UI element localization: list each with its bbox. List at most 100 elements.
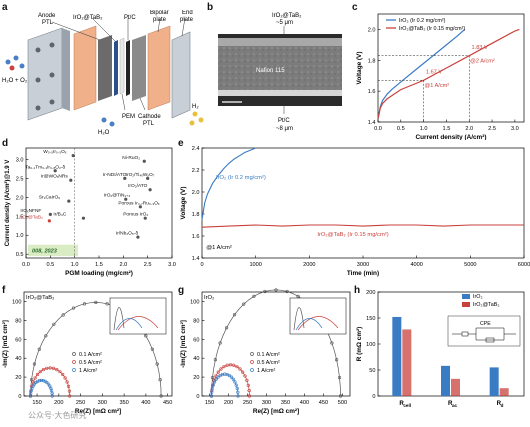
circuit-warburg (485, 337, 495, 343)
x-tick-label: 5000 (464, 262, 476, 268)
data-point-5 (69, 178, 73, 182)
bar-2-0 (489, 367, 499, 396)
inset-frame (109, 297, 167, 335)
category-label-2: R (497, 400, 502, 407)
category-label-1: R (448, 400, 453, 407)
data-point (39, 378, 44, 382)
data-point (65, 380, 69, 384)
x-tick-label: 350 (119, 400, 128, 406)
data-point (224, 326, 229, 330)
x-tick-label: 250 (76, 400, 85, 406)
fit-curve-1 (30, 367, 71, 397)
data-point-4 (123, 176, 127, 180)
inset-curve-2 (115, 318, 143, 331)
x-tick-label: 2.5 (144, 262, 152, 268)
data-point (37, 379, 42, 383)
data-point (50, 394, 54, 398)
data-point (94, 300, 98, 304)
data-point (159, 394, 163, 398)
x-axis-label: Re(Z) [mΩ cm²] (75, 408, 121, 415)
panel-a-schematic: Anode PTL IrO₂@TaB₂ Pt/C Bipolar plate E… (2, 10, 204, 136)
data-point (58, 370, 62, 374)
x-tick-label: 300 (98, 400, 107, 406)
panel-label-h: h (354, 285, 361, 296)
x-tick-label: 200 (224, 400, 233, 406)
y-tick-label: 200 (366, 290, 375, 296)
sem-top-thickness: ~5 μm (276, 20, 293, 26)
data-point-0 (71, 153, 75, 158)
data-point (335, 358, 339, 362)
data-point (37, 347, 41, 351)
annotation-1a-value: 1.67 V (426, 70, 442, 76)
annotation-2a-value: 1.83 V (472, 45, 488, 51)
series-label-0: IrO₂ (Ir 0.2 mg/cm²) (216, 175, 266, 181)
legend-marker-1 (250, 360, 254, 364)
data-point (210, 386, 214, 391)
x-tick-label: 1000 (249, 262, 261, 268)
plot-frame (23, 291, 173, 397)
data-point (242, 302, 246, 306)
data-point-9 (138, 205, 142, 209)
x-tick-label: 2.0 (465, 126, 473, 132)
data-point (238, 367, 242, 371)
x-tick-label: 150 (205, 400, 214, 406)
label-anode-ptl-1: Anode (38, 13, 56, 19)
y-tick-label: 2.0 (368, 27, 376, 33)
sem-bottom-label: Pt/C (278, 118, 290, 124)
legend-entry-2: 1 A/cm² (79, 368, 97, 374)
data-point (213, 358, 217, 362)
data-point (212, 380, 217, 384)
data-point-label-13: IrO₂@TaB₂ (19, 214, 43, 220)
data-point (235, 365, 239, 369)
bar-1-0 (441, 365, 450, 396)
category-sub-2: d (501, 403, 504, 408)
data-point (61, 313, 65, 317)
panel-label-c: c (352, 2, 358, 13)
data-point-label-11: Ir/B₄C (53, 212, 66, 218)
annotation-current: @1 A/cm² (206, 245, 232, 251)
data-point (229, 375, 234, 379)
panel-b-sem: IrO₂@TaB₂ ~5 μm Nafion 115 Pt/C ~8 μm (218, 13, 342, 132)
bar-2-1 (499, 388, 509, 396)
y-tick-label: 50 (369, 368, 375, 374)
data-point (214, 377, 218, 381)
series-line-1 (377, 28, 520, 120)
data-point-1 (142, 159, 146, 163)
data-point-label-0: W₀.₅Ir₀.₅Oₓ (43, 149, 67, 155)
x-tick-label: 1.5 (95, 262, 103, 268)
x-tick-label: 0.0 (22, 262, 30, 268)
bolt-holes (35, 42, 55, 111)
panel-g-nyquist-chart: 150 200 250 300 350 400 450 500 0 20 40 60 80 100 Re(Z… (180, 288, 351, 415)
data-point (330, 341, 334, 345)
label-h2: H₂ (192, 104, 199, 110)
data-point (233, 380, 237, 384)
y-axis-label: Current density (A/cm²)@1.9 V (4, 160, 11, 247)
y-tick-label: 1.5 (16, 214, 24, 220)
label-ptc: Pt/C (124, 15, 136, 21)
legend-entry-0: IrO₂ (Ir 0.2 mg/cm²) (399, 18, 446, 24)
x-tick-label: 3000 (357, 262, 369, 268)
legend-entry-0: IrO₂ (473, 294, 483, 300)
y-tick-label: 0 (18, 394, 21, 400)
data-point (235, 386, 239, 391)
y-tick-label: 40 (193, 356, 199, 362)
y-axis-label: Voltage (V) (180, 187, 187, 220)
data-point (41, 379, 45, 383)
y-axis-label: R (mΩ cm²) (356, 327, 363, 362)
y-axis-label: -Im(Z) [mΩ cm²] (180, 320, 187, 368)
y-tick-label: 3.0 (16, 157, 24, 163)
legend-entry-0: 0.1 A/cm² (79, 352, 102, 358)
data-point (63, 376, 67, 380)
label-bipolar-2: plate (153, 17, 167, 23)
watermark: 公众号·大色研究 (28, 411, 87, 420)
panel-label-f: f (2, 285, 6, 296)
fit-curve-2 (30, 380, 53, 397)
annotation-2a-sub: @2 A/cm² (470, 58, 495, 64)
data-point-13 (47, 219, 51, 223)
x-tick-label: 150 (32, 400, 41, 406)
legend-entry-1: 0.5 A/cm² (79, 360, 102, 366)
panel-e-stability-chart: 0 1000 2000 3000 4000 5000 6000 1.4 1.6 1.8 2.0 2.2… (180, 146, 530, 277)
x-tick-label: 3.0 (168, 262, 176, 268)
fit-curve-0 (30, 302, 162, 397)
